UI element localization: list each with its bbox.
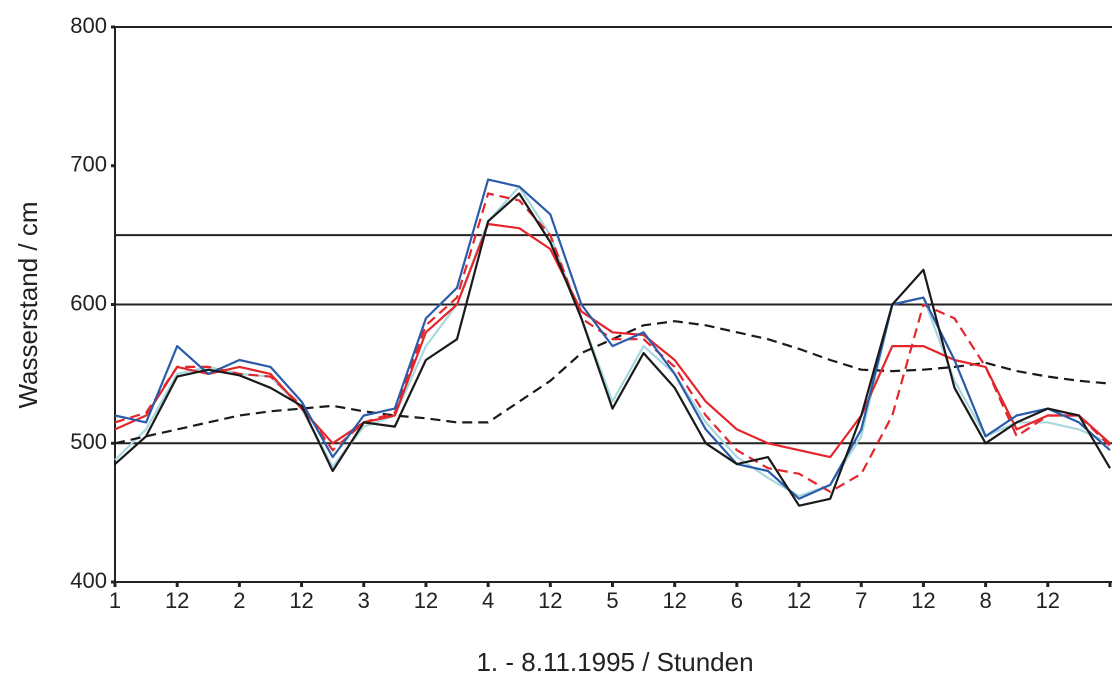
x-tick-label: 12 [1036, 588, 1060, 613]
x-tick-label: 12 [787, 588, 811, 613]
x-tick-label: 12 [165, 588, 189, 613]
y-tick-label: 500 [70, 429, 107, 454]
series-line [114, 192, 1111, 493]
x-tick-label: 12 [289, 588, 313, 613]
x-tick-label: 2 [233, 588, 245, 613]
x-tick-label: 6 [731, 588, 743, 613]
y-tick-label: 700 [70, 152, 107, 177]
x-tick-label: 7 [855, 588, 867, 613]
x-tick-label: 4 [482, 588, 494, 613]
x-tick-label: 12 [538, 588, 562, 613]
series-line [114, 192, 1111, 507]
x-tick-label: 1 [109, 588, 121, 613]
y-tick-label: 400 [70, 568, 107, 593]
series-line [114, 178, 1111, 500]
series-line [114, 222, 1111, 459]
x-tick-label: 12 [662, 588, 686, 613]
x-tick-label: 3 [358, 588, 370, 613]
y-axis-title: Wasserstand / cm [13, 201, 43, 408]
series-line [114, 185, 1111, 498]
x-tick-label: 12 [414, 588, 438, 613]
x-tick-label: 5 [606, 588, 618, 613]
x-axis-title: 1. - 8.11.1995 / Stunden [476, 647, 753, 677]
x-tick-label: 8 [980, 588, 992, 613]
y-tick-label: 600 [70, 290, 107, 315]
y-tick-label: 800 [70, 13, 107, 38]
x-tick-label: 12 [911, 588, 935, 613]
